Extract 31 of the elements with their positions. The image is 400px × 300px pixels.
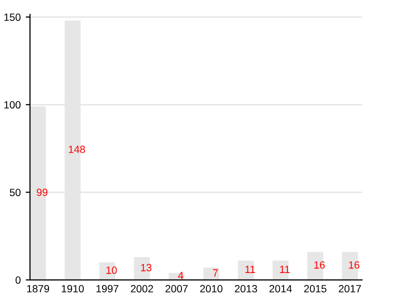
- data-label: 16: [349, 261, 360, 269]
- x-tick-label: 2010: [200, 285, 222, 292]
- data-label: 11: [280, 266, 290, 273]
- bar: [272, 260, 289, 280]
- bar: [238, 260, 254, 280]
- data-label: 11: [245, 266, 255, 273]
- x-tick-label: 2002: [130, 285, 153, 292]
- x-tick-label: 1997: [96, 285, 118, 292]
- bar: [134, 257, 150, 280]
- y-tick-label: 50: [10, 188, 21, 196]
- bar: [203, 268, 220, 280]
- x-tick-label: 1879: [27, 285, 50, 292]
- x-tick-label: 2015: [304, 285, 326, 292]
- bar: [307, 252, 324, 280]
- data-label: 4: [178, 272, 184, 280]
- y-tick-label: 150: [4, 14, 21, 21]
- data-label: 10: [106, 266, 117, 274]
- x-tick-label: 2013: [234, 285, 258, 292]
- data-label: 13: [141, 264, 152, 272]
- x-tick-label: 2014: [270, 285, 292, 292]
- data-label: 148: [68, 146, 86, 154]
- data-label: 16: [314, 261, 325, 269]
- x-tick-label: 1910: [62, 285, 84, 292]
- y-tick-label: 100: [4, 101, 21, 109]
- bar: [99, 262, 116, 280]
- x-tick-label: 2007: [166, 285, 188, 292]
- y-tick-label: 0: [16, 276, 21, 284]
- x-tick-label: 2017: [338, 285, 361, 292]
- bar: [342, 252, 358, 280]
- data-label: 99: [36, 188, 48, 196]
- data-label: 7: [213, 269, 218, 276]
